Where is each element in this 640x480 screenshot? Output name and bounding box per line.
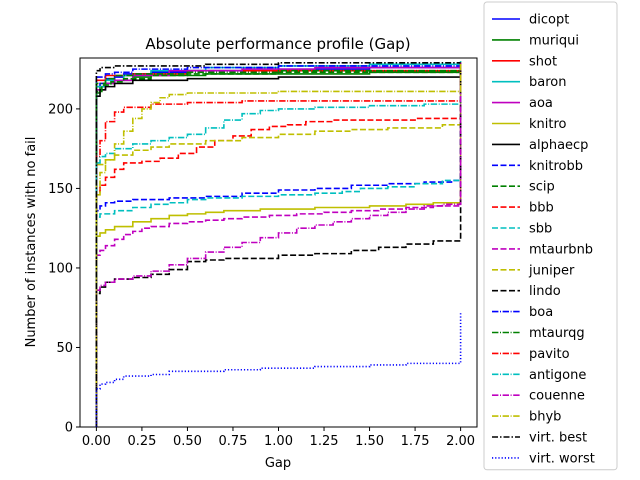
series-line-boa [95,62,462,427]
plot-frame [79,57,478,428]
legend-label-boa: boa [529,305,553,320]
series-line-scip [95,61,462,427]
y-tick-label: 150 [48,182,73,197]
x-axis: 0.00 0.25 0.50 0.75 1.00 1.25 1.50 1.75 2.00 [82,427,475,449]
series-line-mtaurbnb [95,62,462,427]
y-tick-label: 100 [48,261,73,276]
legend-label-knitrobb: knitrobb [529,159,583,174]
series-line-sbb [95,100,462,427]
series-line-dicopt [95,62,462,427]
series-line-juniper [95,77,462,427]
series-line-knitro [95,75,462,427]
legend-label-virt-best: virt. best [529,431,587,446]
x-tick-label: 1.00 [264,434,293,449]
legend-label-bhyb: bhyb [529,410,561,425]
series-line-aoa [95,62,462,427]
legend-label-mtaurbnb: mtaurbnb [529,242,593,257]
legend-label-sbb: sbb [529,222,552,237]
y-axis-label: Number of instances with no fail [24,137,39,348]
x-tick-label: 1.25 [310,434,339,449]
legend-label-shot: shot [529,54,557,69]
series-line-bhyb [95,62,462,427]
series-line-couenne [95,62,462,427]
legend-label-antigone: antigone [529,368,586,383]
legend-label-alphaecp: alphaecp [529,138,588,153]
x-tick-label: 0.50 [173,434,202,449]
series-line-baron [95,61,462,427]
x-tick-label: 0.75 [218,434,247,449]
x-tick-label: 1.50 [355,434,384,449]
legend-label-juniper: juniper [528,263,575,278]
legend-label-mtaurqg: mtaurqg [529,326,585,341]
series-line-mtaurqg [95,62,462,427]
x-axis-label: Gap [265,456,291,471]
legend-label-muriqui: muriqui [529,33,579,48]
series-line-shot [95,62,462,427]
legend-label-pavito: pavito [529,347,570,362]
x-tick-label: 2.00 [446,434,475,449]
legend-label-bbb: bbb [529,201,554,216]
legend-label-scip: scip [529,180,555,195]
legend-label-couenne: couenne [529,389,585,404]
plot-area [79,57,478,428]
y-tick-label: 200 [48,102,73,117]
legend: dicopt muriqui shot baron aoa knitro alphaecp k… [483,1,618,471]
legend-label-dicopt: dicopt [529,13,569,28]
series-line-muriqui [95,62,462,427]
legend-label-lindo: lindo [529,284,561,299]
series-line-alphaecp [95,69,462,427]
x-tick-label: 0.00 [82,434,111,449]
series-line-antigone [95,62,462,427]
y-tick-label: 50 [56,341,73,356]
legend-label-aoa: aoa [529,96,553,111]
legend-label-virt-worst: virt. worst [529,451,595,466]
x-tick-label: 1.75 [401,434,430,449]
legend-label-baron: baron [529,75,566,90]
legend-label-knitro: knitro [529,117,567,132]
chart-title: Absolute performance profile (Gap) [145,35,410,53]
series-line-bbb [95,61,462,427]
series-line-lindo [95,67,462,427]
series-line-virt-best [95,61,461,427]
x-tick-label: 0.25 [127,434,156,449]
y-axis: 0 50 100 150 200 [48,102,80,436]
series-line-knitrobb [95,94,462,427]
y-tick-label: 0 [65,421,73,436]
series-line-virt-worst [95,312,462,427]
series-line-pavito [95,62,462,427]
